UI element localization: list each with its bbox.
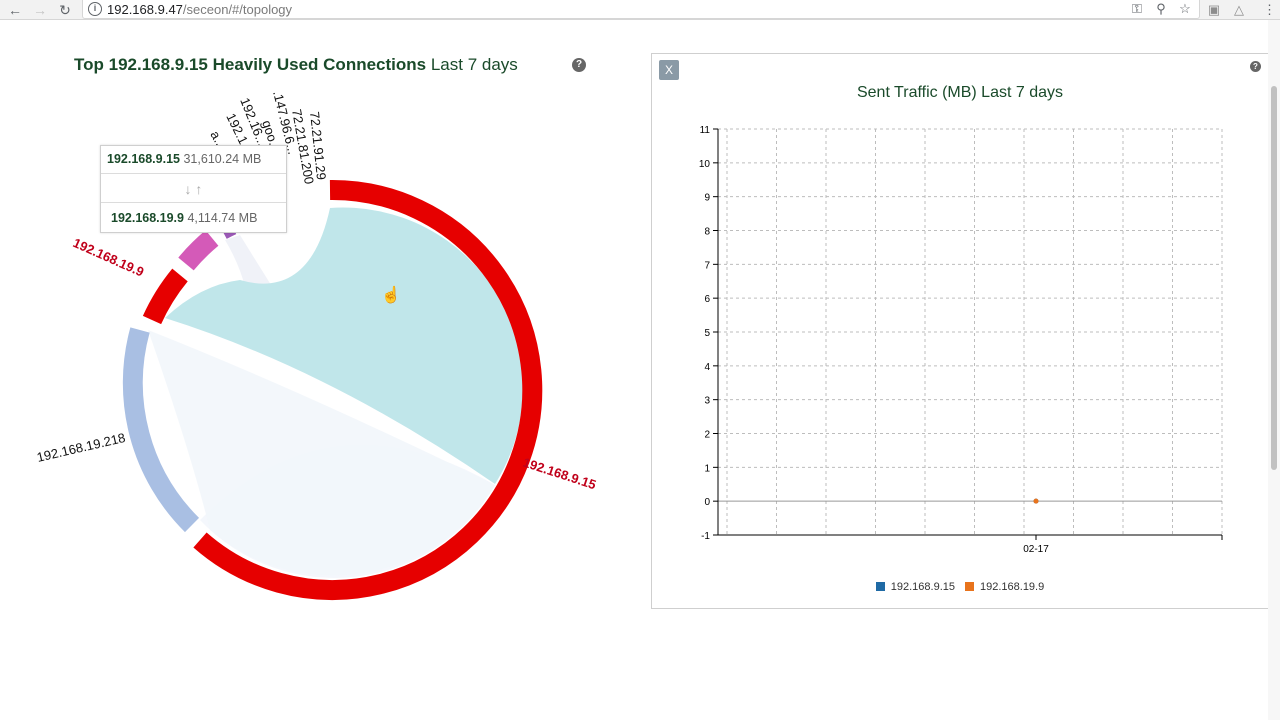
- legend-item[interactable]: 192.168.19.9: [965, 581, 1044, 593]
- tooltip-destination-row: 192.168.19.9 4,114.74 MB: [101, 205, 286, 233]
- chart-help-icon[interactable]: ?: [1250, 61, 1261, 72]
- chord-ribbon-218[interactable]: [148, 330, 495, 576]
- tooltip-arrows: ↓ ↑: [101, 175, 286, 203]
- info-icon[interactable]: i: [88, 2, 102, 16]
- chord-title: Top 192.168.9.15 Heavily Used Connection…: [74, 55, 518, 75]
- chart-legend: 192.168.9.15 192.168.19.9: [652, 581, 1268, 593]
- y-tick-label: 8: [704, 227, 710, 238]
- back-icon[interactable]: ←: [8, 2, 22, 18]
- extension-icon[interactable]: ▣: [1207, 2, 1221, 17]
- x-tick-label: 02-17: [1023, 544, 1049, 555]
- label-peer-blue: 192.168.19.218: [35, 430, 126, 465]
- arc-192-168-9-15[interactable]: [193, 179, 543, 600]
- y-tick-label: 7: [704, 260, 710, 271]
- zoom-icon[interactable]: ⚲: [1156, 1, 1166, 16]
- address-bar[interactable]: i 192.168.9.47/seceon/#/topology ⚿ ⚲ ☆: [82, 0, 1200, 19]
- label-peer-red: 192.168.19.9: [71, 235, 146, 280]
- y-tick-label: 3: [704, 396, 710, 407]
- tooltip-source-ip: 192.168.9.15: [107, 152, 180, 166]
- url-path: /seceon/#/topology: [182, 2, 293, 17]
- y-tick-label: 9: [704, 193, 710, 204]
- key-icon[interactable]: ⚿: [1132, 1, 1142, 16]
- chart-title: Sent Traffic (MB) Last 7 days: [856, 84, 1063, 101]
- legend-item[interactable]: 192.168.9.15: [875, 581, 955, 593]
- menu-icon[interactable]: ⋮: [1263, 2, 1276, 17]
- y-tick-label: 4: [704, 362, 710, 373]
- direction-arrows-icon: ↓ ↑: [184, 181, 203, 197]
- star-icon[interactable]: ☆: [1179, 1, 1191, 16]
- page-scrollbar[interactable]: [1268, 20, 1280, 720]
- scrollbar-thumb[interactable]: [1271, 86, 1277, 470]
- y-tick-label: 6: [704, 294, 710, 305]
- y-tick-label: 2: [704, 430, 710, 441]
- chord-diagram: 192.168.9.15 192.168.19.9 192.168.19.218…: [35, 89, 598, 600]
- label-main: 192.168.9.15: [521, 455, 598, 493]
- close-button[interactable]: X: [659, 60, 679, 80]
- y-tick-label: 11: [700, 125, 711, 136]
- url-text[interactable]: 192.168.9.47/seceon/#/topology: [107, 2, 292, 17]
- y-tick-label: 5: [704, 328, 710, 339]
- legend-label: 192.168.9.15: [890, 581, 955, 593]
- arc-192-168-19-218[interactable]: [122, 327, 200, 533]
- chord-tooltip: 192.168.9.15 31,610.24 MB ↓ ↑ 192.168.19…: [100, 145, 287, 233]
- help-icon[interactable]: ?: [572, 58, 586, 72]
- tooltip-source-value: 31,610.24 MB: [183, 152, 262, 166]
- arc-192-168-19-9[interactable]: [142, 268, 188, 325]
- hand-cursor-icon: ☝: [381, 287, 401, 304]
- legend-swatch: [965, 582, 974, 591]
- browser-toolbar: ← → ↻ i 192.168.9.47/seceon/#/topology ⚿…: [0, 0, 1280, 20]
- y-tick-label: 10: [699, 159, 711, 170]
- traffic-chart: -1 0 1 2 3 4 5 6 7 8 9 10 11 02-17: [699, 125, 1223, 555]
- drive-icon[interactable]: △: [1234, 2, 1244, 17]
- y-tick-label: 1: [704, 463, 710, 474]
- y-tick-label: 0: [704, 497, 710, 508]
- chord-title-bold: Top 192.168.9.15 Heavily Used Connection…: [74, 55, 427, 74]
- legend-label: 192.168.19.9: [980, 581, 1045, 593]
- chord-title-period: Last 7 days: [430, 55, 518, 74]
- traffic-chart-panel: X ? Sent Traffic (MB) Last 7 days -1 0 1 2 3…: [651, 53, 1269, 609]
- url-host: 192.168.9.47: [107, 2, 183, 17]
- tooltip-destination-value: 4,114.74 MB: [187, 211, 258, 225]
- forward-icon[interactable]: →: [33, 2, 47, 18]
- data-point: [1033, 498, 1039, 504]
- arc-pink[interactable]: [178, 230, 219, 271]
- reload-icon[interactable]: ↻: [59, 2, 71, 18]
- tooltip-destination-ip: 192.168.19.9: [111, 211, 184, 225]
- tooltip-source-row: 192.168.9.15 31,610.24 MB: [101, 146, 286, 174]
- y-tick-label: -1: [701, 531, 710, 542]
- label-top-1: 72.21.91.29: [307, 111, 329, 181]
- chord-ribbon-main[interactable]: [165, 207, 524, 484]
- legend-swatch: [875, 582, 885, 591]
